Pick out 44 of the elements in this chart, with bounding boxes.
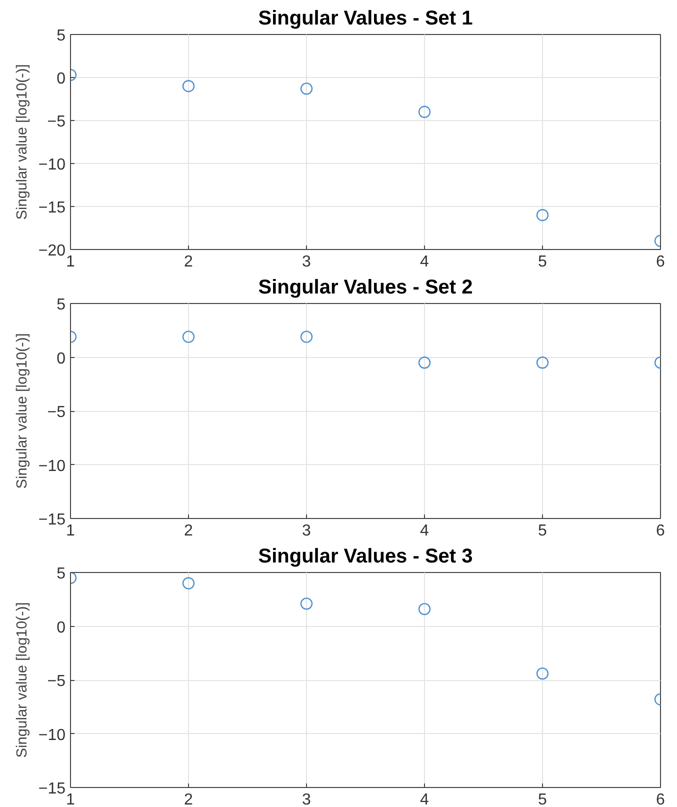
x-tick-label: 2	[184, 254, 194, 270]
x-tick-label: 5	[538, 254, 548, 270]
y-axis-title: Singular value [log10(-)]	[14, 602, 30, 758]
y-tick-label: −5	[47, 114, 66, 130]
chart-title: Singular Values - Set 2	[258, 276, 473, 298]
point	[300, 598, 313, 610]
x-tick-label: 3	[302, 792, 312, 807]
y-tick-label: 5	[56, 296, 66, 314]
x-tick-label: 1	[66, 254, 76, 270]
x-tick-label: 4	[420, 792, 430, 807]
x-tick-label: 3	[302, 254, 312, 270]
y-tick-label: −5	[47, 404, 66, 421]
x-tick-label: 4	[420, 254, 430, 270]
y-tick-label: −15	[38, 200, 66, 216]
y-axis-title: Singular value [log10(-)]	[14, 333, 30, 489]
point	[300, 82, 313, 95]
x-tick-label: 1	[66, 792, 76, 807]
y-tick-label: 5	[56, 566, 66, 582]
y-tick-label: −10	[38, 458, 66, 475]
x-tick-label: 4	[420, 522, 430, 540]
y-tick-label: −15	[38, 780, 66, 798]
chart-title: Singular Values - Set 3	[258, 546, 473, 568]
x-tick-label: 1	[66, 522, 76, 540]
x-tick-label: 2	[184, 522, 194, 540]
x-tick-label: 6	[656, 522, 666, 540]
y-tick-label: −20	[38, 242, 66, 260]
y-axis-title: Singular value [log10(-)]	[14, 64, 30, 220]
y-tick-label: 0	[56, 350, 66, 368]
x-tick-label: 6	[656, 254, 666, 270]
y-tick-label: 0	[56, 70, 66, 88]
y-tick-label: −5	[47, 673, 66, 690]
x-tick-label: 5	[538, 522, 548, 540]
y-tick-label: 0	[56, 619, 66, 636]
x-tick-label: 5	[538, 792, 548, 807]
x-tick-label: 2	[184, 792, 194, 807]
y-tick-label: −15	[38, 512, 66, 528]
point	[418, 602, 431, 616]
x-tick-label: 3	[302, 522, 312, 540]
point	[418, 106, 431, 118]
y-tick-label: −10	[38, 726, 66, 744]
x-tick-label: 6	[656, 792, 666, 807]
y-tick-label: 5	[56, 28, 66, 44]
chart-title: Singular Values - Set 1	[258, 8, 473, 30]
y-tick-label: −10	[38, 156, 66, 174]
